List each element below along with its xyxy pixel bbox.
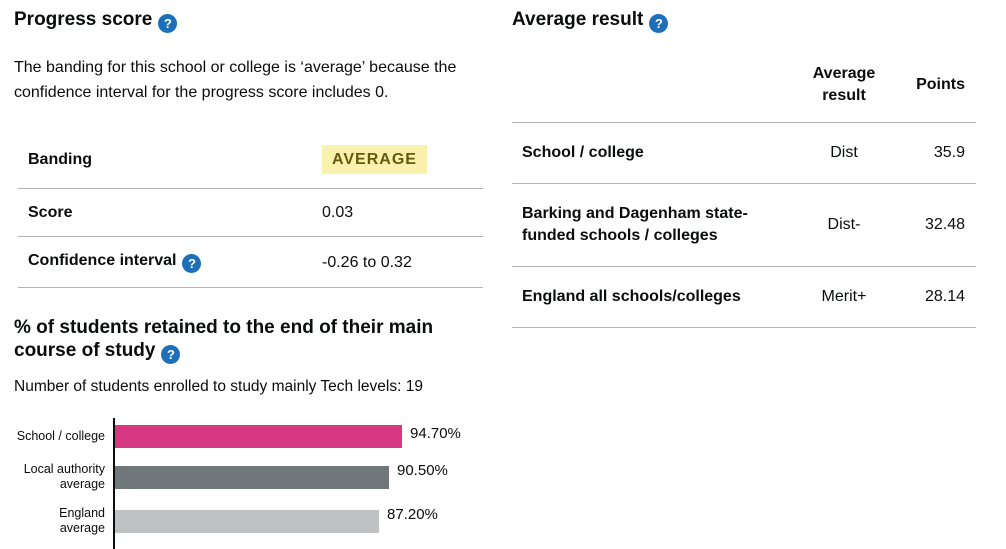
points-england: 28.14 [896, 266, 976, 328]
retention-bar-chart: School / college 94.70% Local authority … [14, 418, 488, 549]
points-column-header: Points [896, 51, 976, 123]
help-icon[interactable]: ? [182, 254, 202, 273]
bar-value-england-average: 87.20% [387, 506, 438, 523]
banding-explanation-text: The banding for this school or college i… [14, 59, 457, 101]
enrolled-students-text: Number of students enrolled to study mai… [14, 378, 423, 395]
table-row: England all schools/colleges Merit+ 28.1… [512, 266, 976, 328]
table-row: School / college Dist 35.9 [512, 122, 976, 184]
chart-bar-row: Local authority average 90.50% [14, 462, 488, 492]
average-result-heading: Average result? [512, 8, 978, 33]
progress-score-heading: Progress score? [14, 8, 488, 33]
bar-label-england-average: England average [59, 506, 105, 535]
average-result-section: Average result? Average result Points Sc… [512, 8, 978, 328]
empty-header-cell [512, 51, 792, 123]
average-result-heading-text: Average result [512, 9, 644, 30]
bar-label-school-college: School / college [16, 429, 105, 443]
table-row: Confidence interval? -0.26 to 0.32 [18, 236, 483, 288]
bar-local-authority [115, 465, 389, 489]
bar-school-college [115, 425, 402, 448]
grade-school-college: Dist [792, 122, 896, 184]
bar-england-average [115, 509, 379, 533]
retention-heading: % of students retained to the end of the… [14, 316, 488, 364]
progress-score-heading-text: Progress score [14, 9, 153, 30]
table-row: Score 0.03 [18, 188, 483, 237]
confidence-interval-value: -0.26 to 0.32 [322, 236, 483, 288]
points-school-college: 35.9 [896, 122, 976, 184]
bar-value-school-college: 94.70% [410, 425, 461, 442]
confidence-interval-label-text: Confidence interval [28, 252, 177, 269]
banding-label: Banding [18, 131, 322, 189]
retention-heading-text: % of students retained to the end of the… [14, 317, 434, 361]
row-label-england: England all schools/colleges [512, 266, 792, 328]
points-local-authority: 32.48 [896, 183, 976, 267]
chart-y-axis-line [113, 418, 115, 549]
row-label-local-authority: Barking and Dagenham state-funded school… [512, 183, 792, 267]
table-header-row: Average result Points [512, 51, 976, 123]
average-result-table: Average result Points School / college D… [512, 51, 976, 328]
help-icon[interactable]: ? [158, 14, 178, 33]
table-row: Banding AVERAGE [18, 131, 483, 189]
bar-value-local-authority: 90.50% [397, 462, 448, 479]
banding-value-cell: AVERAGE [322, 131, 483, 189]
grade-local-authority: Dist- [792, 183, 896, 267]
bar-label-local-authority: Local authority average [23, 462, 105, 491]
row-label-school-college: School / college [512, 122, 792, 184]
average-result-column-header: Average result [792, 51, 896, 123]
progress-score-table: Banding AVERAGE Score 0.03 Confidence in… [18, 131, 483, 288]
chart-bar-row: School / college 94.70% [14, 425, 488, 448]
chart-bar-row: England average 87.20% [14, 506, 488, 536]
help-icon[interactable]: ? [161, 345, 181, 364]
score-value: 0.03 [322, 188, 483, 237]
score-label: Score [18, 188, 322, 237]
help-icon[interactable]: ? [649, 14, 669, 33]
table-row: Barking and Dagenham state-funded school… [512, 183, 976, 267]
confidence-interval-label: Confidence interval? [18, 236, 322, 288]
grade-england: Merit+ [792, 266, 896, 328]
banding-badge: AVERAGE [322, 145, 427, 174]
progress-score-section: Progress score? The banding for this sch… [14, 8, 488, 549]
